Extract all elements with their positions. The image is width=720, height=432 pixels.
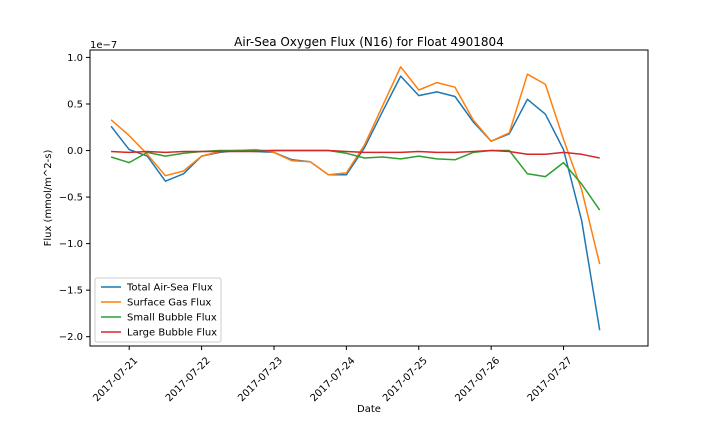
x-axis: 2017-07-21 2017-07-22 2017-07-23 2017-07-24… (91, 346, 575, 404)
y-axis-title: Flux (mmol/m^2-s) (43, 149, 54, 246)
series-line-2 (110, 66, 601, 265)
x-tick-label: 2017-07-22 (164, 355, 213, 404)
legend: Total Air-Sea Flux Surface Gas Flux Small … (94, 277, 222, 343)
x-axis-title: Date (357, 404, 381, 415)
series-line-1 (110, 75, 601, 331)
y-tick-label: 0.0 (67, 146, 83, 157)
series-line-3 (110, 149, 601, 211)
x-tick-label: 2017-07-21 (91, 355, 140, 404)
legend-label: Total Air-Sea Flux (126, 283, 213, 294)
y-tick-label: −1.5 (59, 286, 83, 297)
y-axis: 1.0 0.5 0.0 −0.5 −1.0 −1.5 −2.0 (59, 53, 90, 343)
x-tick-label: 2017-07-23 (236, 355, 285, 404)
legend-box (94, 277, 222, 343)
legend-label: Surface Gas Flux (127, 298, 211, 309)
series-line-4 (111, 149, 600, 159)
y-tick-label: 1.0 (67, 53, 83, 64)
x-tick-label: 2017-07-27 (526, 355, 575, 404)
y-tick-label: −1.0 (59, 239, 83, 250)
legend-label: Small Bubble Flux (127, 313, 217, 324)
y-scale-label: 1e−7 (90, 40, 117, 51)
x-tick-label: 2017-07-26 (453, 355, 502, 404)
x-tick-label: 2017-07-24 (309, 355, 358, 404)
y-tick-label: −0.5 (59, 193, 83, 204)
y-tick-label: 0.5 (67, 99, 83, 110)
plot-area (89, 49, 649, 347)
x-tick-label: 2017-07-25 (381, 355, 430, 404)
series-layer (110, 66, 601, 331)
legend-label: Large Bubble Flux (127, 328, 217, 339)
y-tick-label: −2.0 (59, 332, 83, 343)
chart-title: Air-Sea Oxygen Flux (N16) for Float 4901… (234, 35, 504, 49)
